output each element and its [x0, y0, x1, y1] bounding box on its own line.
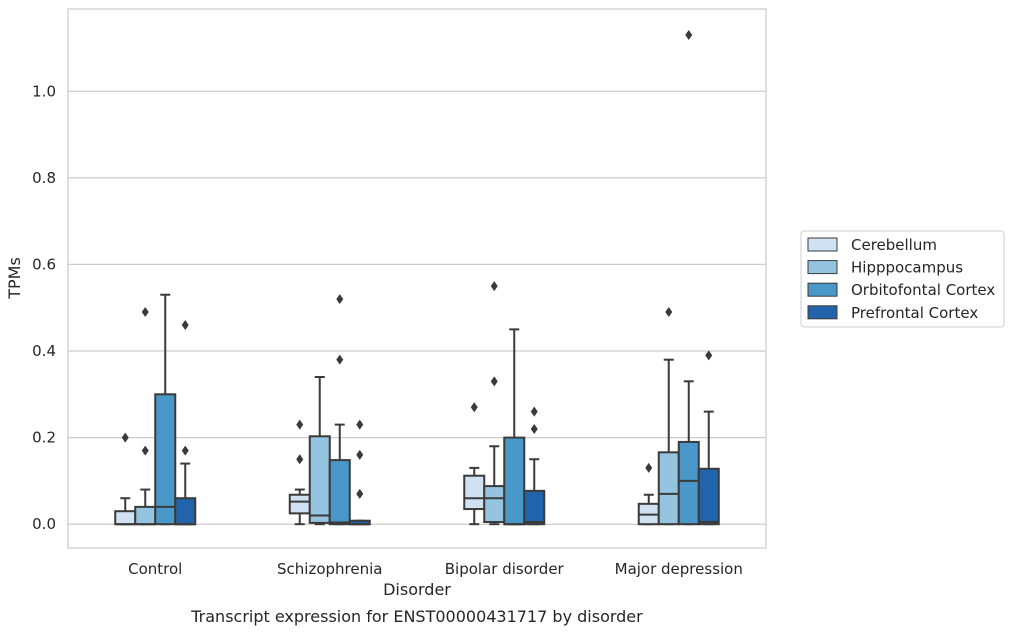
chart-caption: Transcript expression for ENST0000043171… — [190, 607, 643, 626]
box — [483, 281, 506, 526]
outlier-point — [530, 406, 538, 417]
box-body — [523, 489, 546, 526]
outlier-point — [356, 419, 364, 430]
legend-swatch — [807, 260, 838, 275]
outlier-point — [336, 354, 344, 365]
box-body — [154, 393, 177, 526]
box-body — [463, 474, 486, 511]
legend-item: Cerebellum — [807, 236, 937, 254]
x-tick-label: Major depression — [615, 560, 743, 578]
legend-label: Hipppocampus — [851, 259, 963, 277]
y-tick-label: 0.2 — [32, 429, 56, 447]
plot-area — [68, 9, 766, 548]
plot-frame — [67, 8, 767, 549]
box — [308, 375, 331, 526]
box — [174, 320, 197, 526]
outlier-point — [470, 402, 478, 413]
y-tick-label: 0.8 — [32, 169, 56, 187]
outlier-point — [356, 449, 364, 460]
box-body — [134, 505, 157, 526]
series-cerebellum — [114, 402, 660, 526]
legend-item: Orbitofontal Cortex — [807, 281, 995, 299]
outlier-point — [141, 307, 149, 318]
box-body — [677, 440, 700, 526]
outlier-point — [141, 445, 149, 456]
outlier-point — [490, 281, 498, 292]
outlier-point — [121, 432, 129, 443]
y-tick-label: 1.0 — [32, 82, 56, 100]
outlier-point — [645, 462, 653, 473]
box — [697, 350, 720, 526]
legend-swatch — [807, 282, 838, 297]
boxplot-series — [114, 29, 720, 526]
box-body — [483, 485, 506, 524]
x-tick-labels: Control Schizophrenia Bipolar disorder Majo… — [128, 560, 743, 578]
legend-label: Orbitofontal Cortex — [851, 281, 995, 299]
outlier-point — [665, 307, 673, 318]
box — [348, 419, 371, 526]
x-tick-label: Control — [128, 560, 182, 578]
y-tick-label: 0.4 — [32, 342, 56, 360]
outlier-point — [705, 350, 713, 361]
box-body — [308, 435, 331, 524]
legend: Cerebellum Hipppocampus Orbitofontal Corte… — [800, 230, 1005, 328]
box-body — [288, 493, 311, 515]
box-body — [114, 510, 137, 526]
box-body — [657, 451, 680, 526]
y-tick-label: 0.6 — [32, 255, 56, 273]
box-body — [697, 467, 720, 526]
x-tick-label: Schizophrenia — [277, 560, 382, 578]
outlier-point — [181, 320, 189, 331]
box — [328, 294, 351, 526]
legend-item: Hipppocampus — [807, 259, 963, 277]
outlier-point — [356, 488, 364, 499]
outlier-point — [336, 294, 344, 305]
y-tick-labels: 0.0 0.2 0.4 0.6 0.8 1.0 — [32, 82, 56, 533]
legend-swatch — [807, 305, 838, 320]
box-body — [174, 497, 197, 526]
y-tick-label: 0.0 — [32, 515, 56, 533]
series-prefrontal-cortex — [174, 320, 720, 526]
outlier-point — [685, 29, 693, 40]
box-body — [503, 436, 526, 526]
outlier-point — [530, 423, 538, 434]
box — [154, 293, 177, 526]
outlier-point — [490, 376, 498, 387]
series-orbitofontal-cortex — [154, 29, 700, 526]
outlier-point — [296, 454, 304, 465]
box — [523, 406, 546, 526]
box — [114, 432, 137, 526]
legend-label: Cerebellum — [851, 236, 937, 254]
x-tick-label: Bipolar disorder — [445, 560, 565, 578]
box-body — [328, 459, 351, 526]
legend-frame — [800, 230, 1005, 328]
box — [288, 419, 311, 526]
legend-item: Prefrontal Cortex — [807, 304, 978, 322]
x-axis-label: Disorder — [383, 580, 451, 599]
legend-label: Prefrontal Cortex — [851, 304, 978, 322]
legend-swatch — [807, 237, 838, 252]
box — [677, 29, 700, 526]
y-axis-label: TPMs — [5, 257, 24, 300]
outlier-point — [181, 445, 189, 456]
box — [503, 328, 526, 526]
outlier-point — [296, 419, 304, 430]
